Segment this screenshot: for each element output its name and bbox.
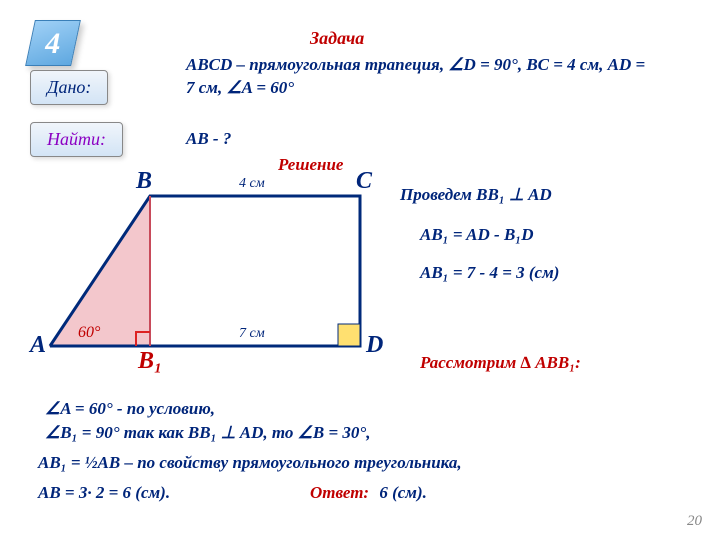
step-6: ∠B₁ = 90° так как BB₁ ⊥ АD, то ∠B = 30°, [45, 422, 685, 445]
step-2: AB₁ = AD - B₁D [420, 224, 533, 247]
step-8: AB = 3· 2 = 6 (см). [38, 482, 170, 505]
angle-a-label: 60° [78, 324, 100, 342]
page-number: 20 [687, 513, 702, 530]
given-label: Дано: [47, 77, 91, 97]
title-zadacha: Задача [310, 28, 364, 49]
find-box: Найти: [30, 122, 123, 157]
answer-label: Ответ: 6 (см). [310, 482, 427, 505]
answer-value: 6 (см). [379, 483, 427, 502]
step-7: AB₁ = ½AB – по свойству прямоугольного т… [38, 452, 698, 475]
find-text: AB - ? [186, 129, 231, 149]
vertex-b: B [136, 168, 152, 195]
given-text: ABCD – прямоугольная трапеция, ∠D = 90°,… [186, 54, 656, 100]
dim-top: 4 см [239, 176, 265, 192]
given-box: Дано: [30, 70, 108, 105]
problem-number-badge: 4 [25, 20, 81, 66]
vertex-c: C [356, 168, 372, 195]
trapezoid-diagram: A B C D B₁ 4 см 7 см 60° [30, 176, 380, 376]
problem-number: 4 [31, 21, 75, 67]
diagram-svg [30, 176, 380, 376]
step-5: ∠A = 60° - по условию, [45, 398, 685, 421]
step-4: Рассмотрим ∆ ABB₁: [420, 352, 581, 375]
step-1: Проведем BB₁ ⊥ АD [400, 184, 552, 207]
vertex-a: A [30, 332, 46, 359]
step-3: AB₁ = 7 - 4 = 3 (см) [420, 262, 559, 285]
solution-heading: Решение [278, 155, 343, 175]
answer-label-text: Ответ: [310, 483, 369, 502]
vertex-d: D [366, 332, 383, 359]
vertex-b1: B₁ [138, 348, 162, 375]
right-angle-d [338, 324, 360, 346]
find-label: Найти: [47, 129, 106, 149]
dim-bottom: 7 см [239, 326, 265, 342]
